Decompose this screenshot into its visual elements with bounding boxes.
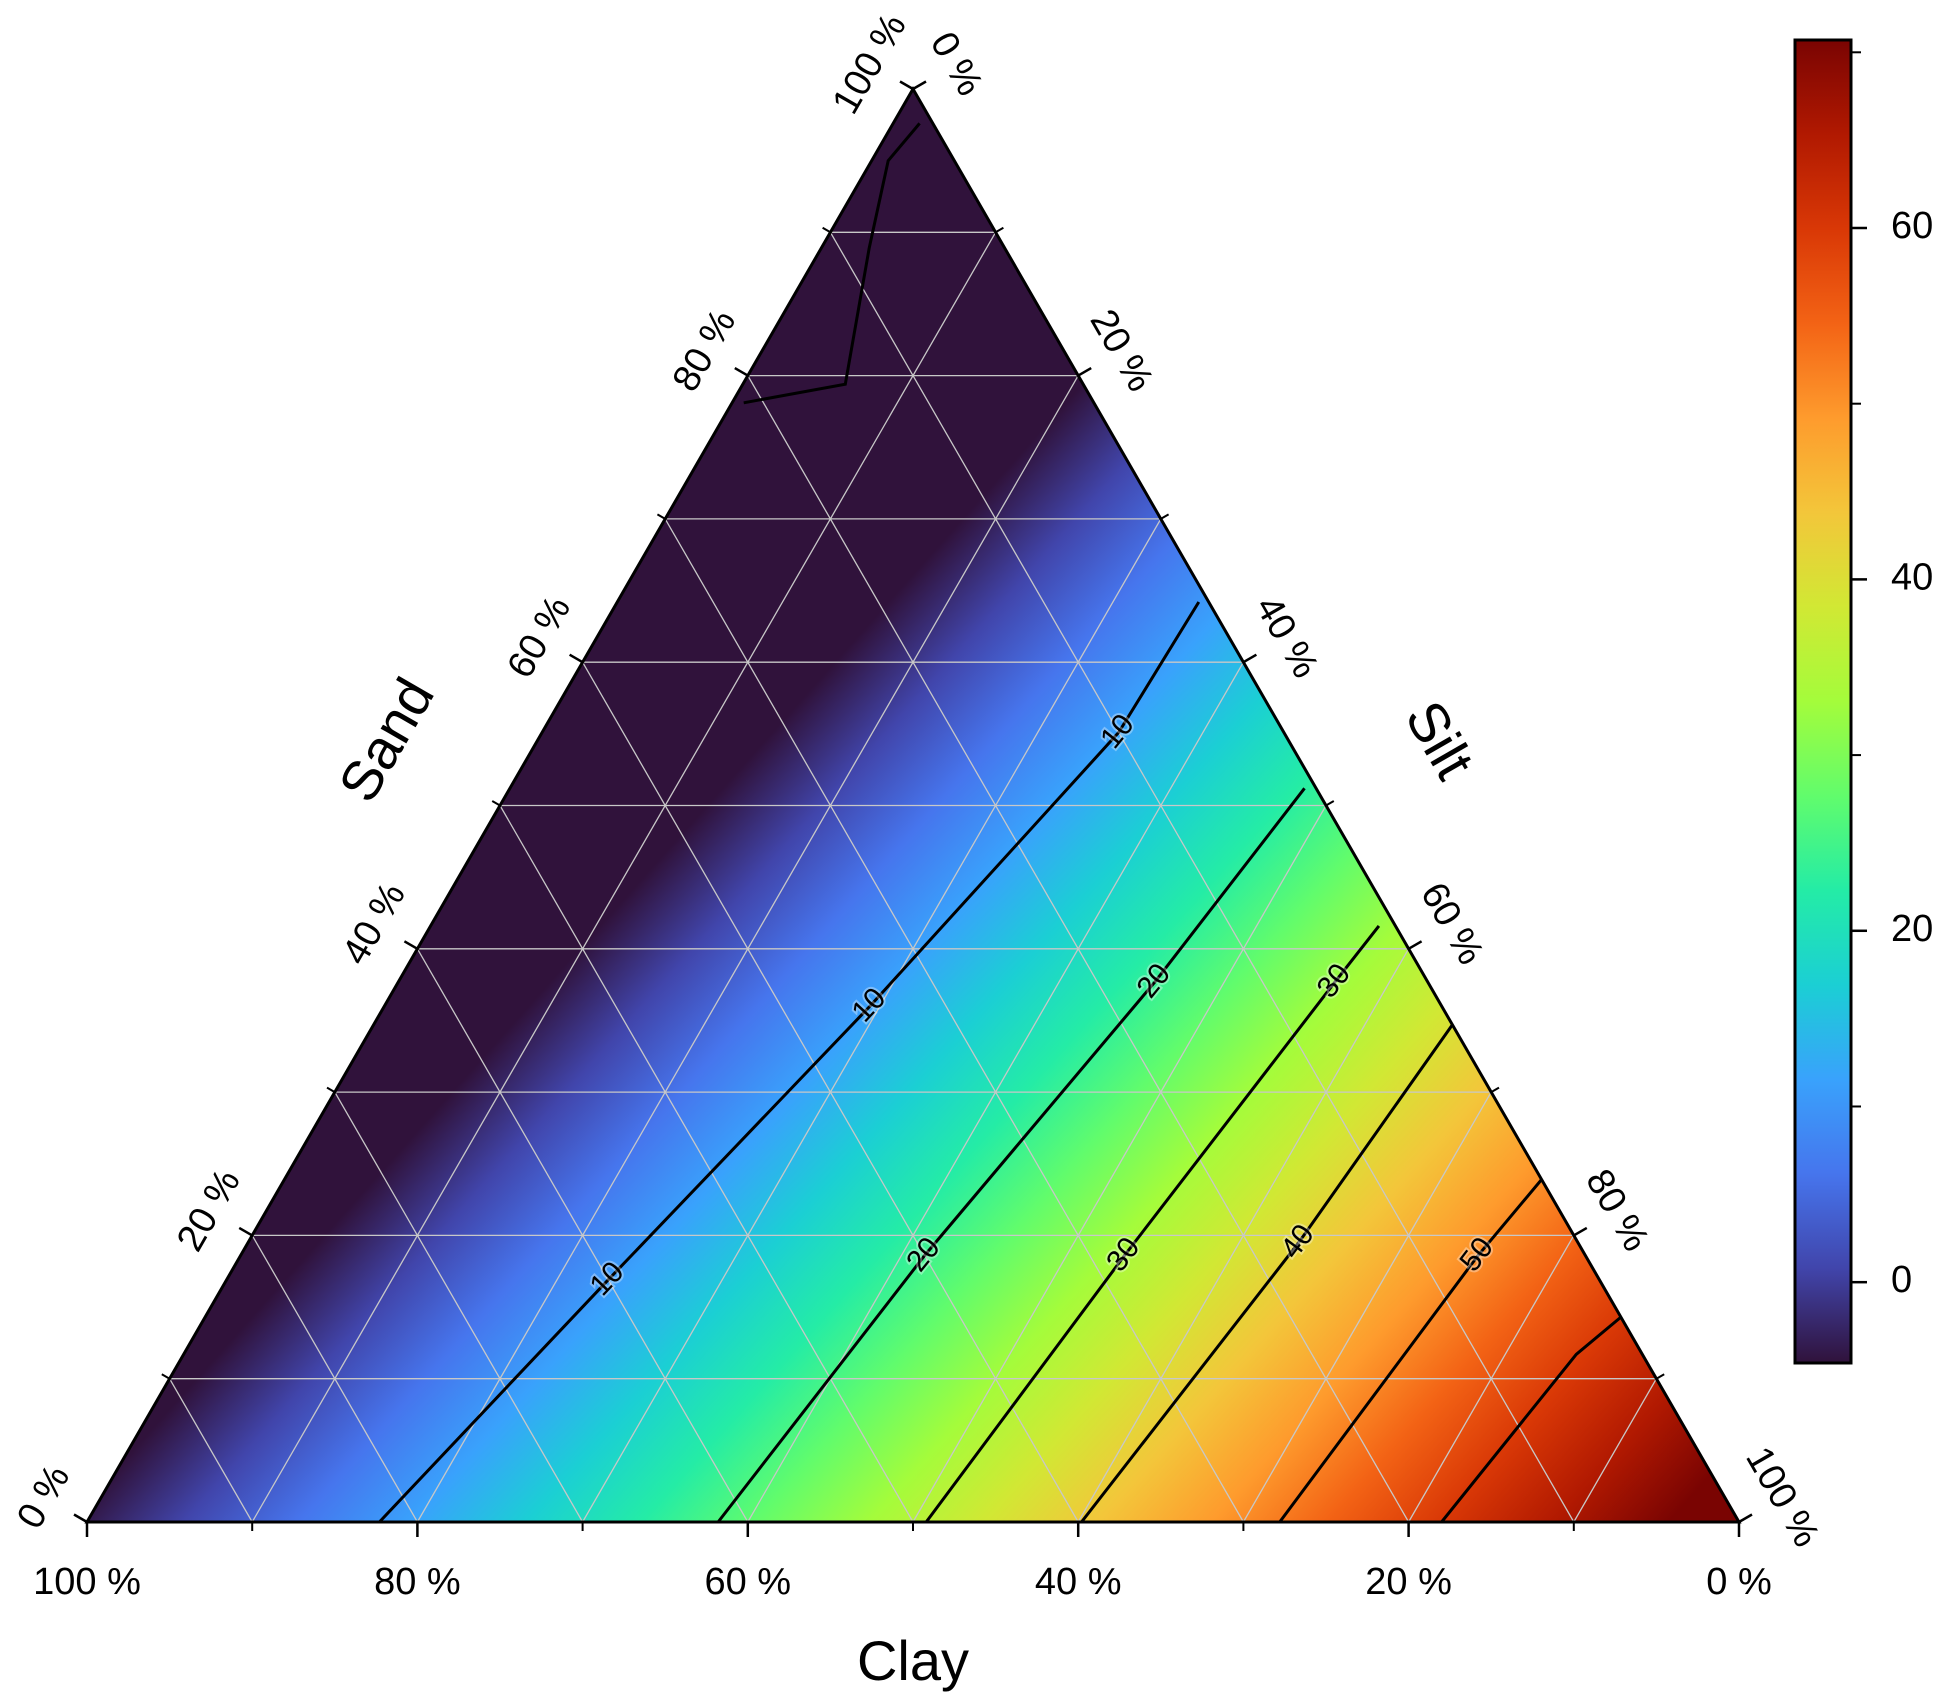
minor-grid-line [582, 518, 1162, 1522]
minor-grid-line [1242, 1091, 1492, 1522]
tick-label: 0 % [922, 25, 991, 103]
tick-label: 100 % [825, 7, 915, 121]
minor-tick-mark [326, 1086, 336, 1093]
minor-grid-line [499, 805, 914, 1522]
contour-line [924, 924, 1381, 1522]
colorbar [1793, 38, 1853, 1365]
tick-label: 60 % [1412, 876, 1492, 972]
colorbar-label: 40 [1891, 556, 1933, 598]
axis-title: Silt [1393, 690, 1487, 789]
colorbar-label: 60 [1891, 205, 1933, 247]
tick-label: 20 % [1082, 303, 1162, 399]
tick-mark [899, 80, 914, 91]
tick-label: 20 % [169, 1162, 249, 1258]
tick-mark [912, 80, 927, 91]
contour-line [743, 122, 921, 405]
tick-label: 80 % [374, 1561, 461, 1603]
minor-tick-mark [1490, 1086, 1500, 1093]
tick-label: 0 % [9, 1458, 78, 1536]
contour-line [1080, 1023, 1454, 1522]
tick-mark [238, 1226, 253, 1237]
tick-label: 60 % [704, 1561, 791, 1603]
tick-mark [403, 940, 419, 950]
tick-label: 100 % [1737, 1440, 1827, 1554]
tick-label: 60 % [499, 589, 579, 685]
minor-grid-line [1573, 1378, 1657, 1522]
axis-title: Clay [857, 1629, 969, 1692]
colorbar-label: 0 [1891, 1259, 1912, 1301]
minor-tick-mark [491, 800, 501, 807]
colorbar-label: 20 [1891, 908, 1933, 950]
tick-label: 0 % [1706, 1561, 1771, 1603]
grid-line [1408, 1235, 1575, 1522]
minor-tick-mark [1325, 800, 1335, 807]
tick-label: 80 % [1577, 1162, 1657, 1258]
tick-label: 40 % [1035, 1561, 1122, 1603]
minor-grid-line [829, 231, 1575, 1522]
tick-mark [1407, 940, 1423, 950]
minor-grid-line [251, 231, 997, 1522]
tick-label: 80 % [665, 303, 745, 399]
tick-mark [1242, 653, 1258, 664]
grid-line [1077, 948, 1410, 1522]
tick-mark [734, 367, 749, 377]
minor-tick-mark [1160, 513, 1170, 520]
tick-mark [1573, 1226, 1588, 1237]
minor-grid-line [912, 805, 1327, 1522]
tick-label: 40 % [1247, 589, 1327, 685]
tick-mark [568, 653, 584, 664]
minor-tick-mark [995, 226, 1004, 234]
tick-label: 40 % [334, 876, 414, 972]
minor-grid-line [334, 1091, 584, 1522]
tick-label: 100 % [33, 1561, 141, 1603]
minor-tick-mark [161, 1373, 171, 1380]
minor-tick-mark [656, 513, 666, 520]
tick-mark [1738, 1513, 1753, 1524]
minor-tick-mark [1655, 1373, 1665, 1380]
tick-mark [1077, 367, 1092, 377]
contour-line [378, 601, 1201, 1522]
minor-grid-line [169, 1378, 253, 1522]
contour-line [716, 787, 1306, 1522]
minor-grid-line [664, 518, 1244, 1522]
tick-mark [73, 1513, 88, 1524]
grid-line [416, 375, 1079, 1522]
contour-line [1440, 1315, 1622, 1522]
axis-title: Sand [326, 667, 446, 812]
minor-tick-mark [822, 226, 831, 234]
contour-line [1278, 1178, 1543, 1522]
tick-label: 20 % [1365, 1561, 1452, 1603]
